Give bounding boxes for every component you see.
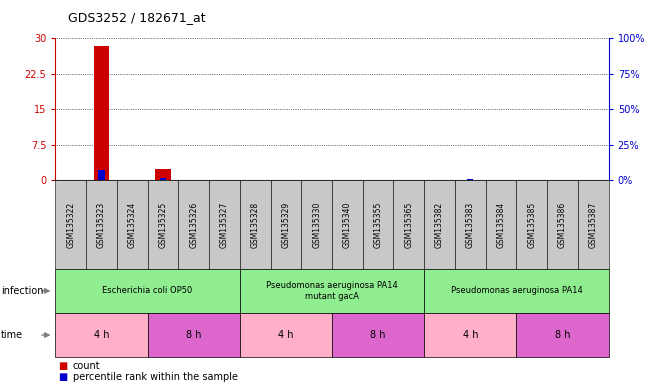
Text: GSM135385: GSM135385 <box>527 202 536 248</box>
Text: GSM135326: GSM135326 <box>189 202 198 248</box>
Text: GSM135327: GSM135327 <box>220 202 229 248</box>
Text: Escherichia coli OP50: Escherichia coli OP50 <box>102 286 193 295</box>
Text: percentile rank within the sample: percentile rank within the sample <box>73 372 238 382</box>
Text: 8 h: 8 h <box>555 330 570 340</box>
Text: count: count <box>73 361 100 371</box>
Text: GSM135384: GSM135384 <box>497 202 506 248</box>
Text: 4 h: 4 h <box>463 330 478 340</box>
Text: GSM135382: GSM135382 <box>435 202 444 248</box>
Text: GSM135365: GSM135365 <box>404 202 413 248</box>
Bar <box>98 170 105 180</box>
Text: 4 h: 4 h <box>94 330 109 340</box>
Text: GSM135329: GSM135329 <box>281 202 290 248</box>
Text: ■: ■ <box>59 372 68 382</box>
Text: 8 h: 8 h <box>186 330 201 340</box>
Text: GSM135355: GSM135355 <box>374 202 383 248</box>
Text: GDS3252 / 182671_at: GDS3252 / 182671_at <box>68 12 206 25</box>
Bar <box>94 45 109 180</box>
Text: 4 h: 4 h <box>278 330 294 340</box>
Text: GSM135325: GSM135325 <box>158 202 167 248</box>
Text: time: time <box>1 330 23 340</box>
Text: Pseudomonas aeruginosa PA14
mutant gacA: Pseudomonas aeruginosa PA14 mutant gacA <box>266 281 398 301</box>
Text: GSM135340: GSM135340 <box>343 202 352 248</box>
Text: GSM135324: GSM135324 <box>128 202 137 248</box>
Text: ■: ■ <box>59 361 68 371</box>
Text: GSM135323: GSM135323 <box>97 202 106 248</box>
Bar <box>155 169 171 180</box>
Text: Pseudomonas aeruginosa PA14: Pseudomonas aeruginosa PA14 <box>450 286 583 295</box>
Text: GSM135386: GSM135386 <box>558 202 567 248</box>
Text: GSM135387: GSM135387 <box>589 202 598 248</box>
Text: GSM135383: GSM135383 <box>466 202 475 248</box>
Text: infection: infection <box>1 286 43 296</box>
Text: 8 h: 8 h <box>370 330 386 340</box>
Bar <box>467 179 473 180</box>
Bar <box>160 178 166 180</box>
Text: GSM135322: GSM135322 <box>66 202 76 248</box>
Text: GSM135330: GSM135330 <box>312 202 321 248</box>
Text: GSM135328: GSM135328 <box>251 202 260 248</box>
